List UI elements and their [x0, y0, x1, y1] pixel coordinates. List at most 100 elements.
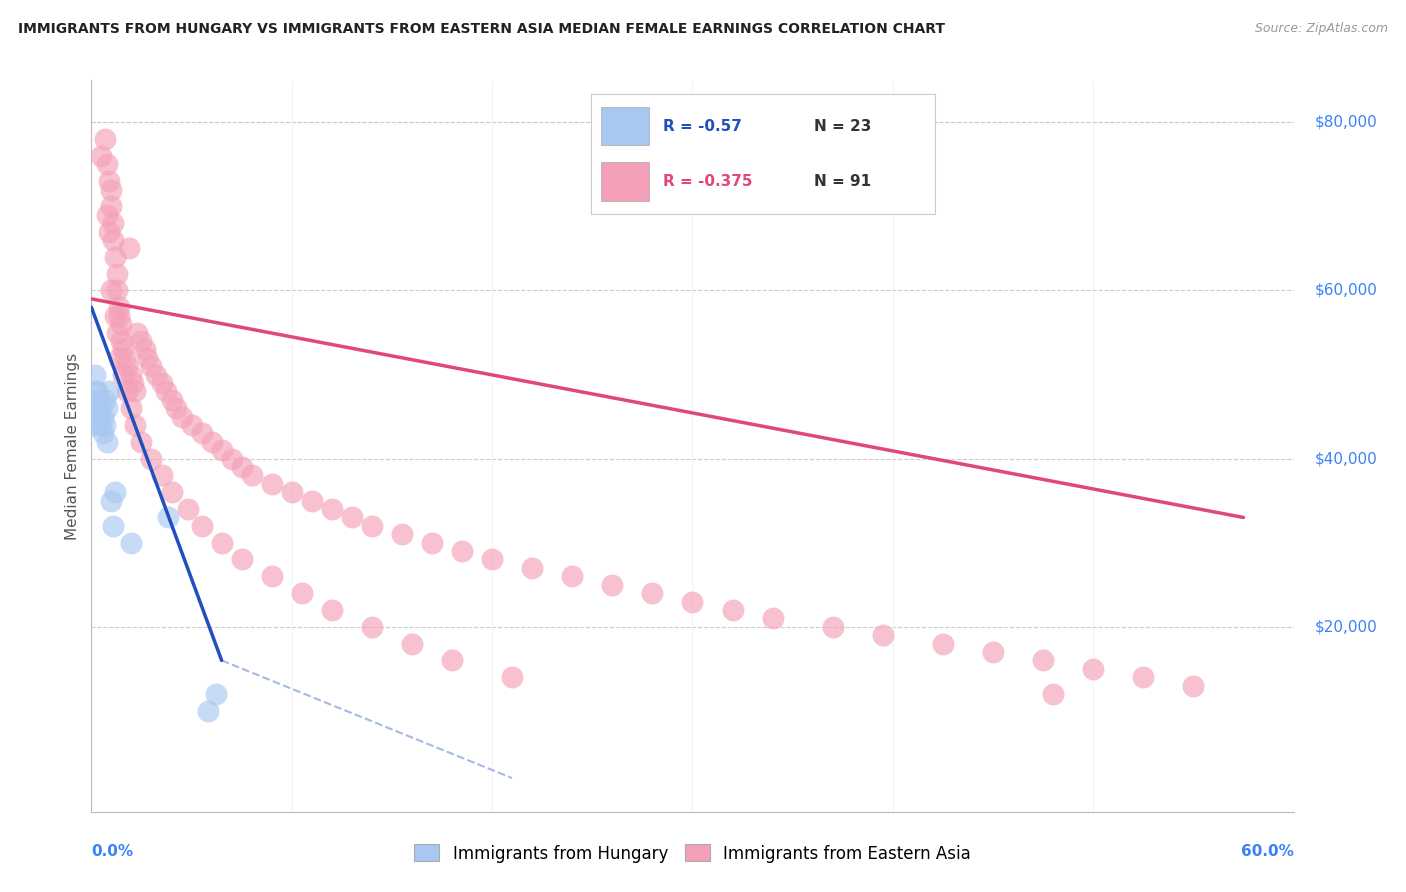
- Point: [1083, 662, 1105, 676]
- Point: [231, 552, 253, 566]
- Point: [201, 434, 224, 449]
- Point: [141, 359, 163, 373]
- Point: [204, 687, 226, 701]
- Text: $60,000: $60,000: [1315, 283, 1378, 298]
- Point: [86, 384, 108, 399]
- Point: [872, 628, 894, 642]
- Point: [240, 468, 263, 483]
- Point: [721, 603, 744, 617]
- Point: [104, 485, 127, 500]
- Point: [100, 183, 122, 197]
- Point: [127, 326, 149, 340]
- Point: [190, 519, 212, 533]
- Point: [160, 392, 183, 407]
- Point: [117, 359, 139, 373]
- Point: [821, 620, 844, 634]
- Text: Source: ZipAtlas.com: Source: ZipAtlas.com: [1254, 22, 1388, 36]
- Point: [98, 174, 121, 188]
- Point: [94, 132, 117, 146]
- Point: [124, 384, 146, 399]
- Point: [131, 334, 153, 348]
- Point: [131, 434, 153, 449]
- Point: [681, 594, 703, 608]
- Text: 0.0%: 0.0%: [91, 845, 134, 859]
- Point: [641, 586, 664, 600]
- Point: [124, 417, 146, 432]
- Point: [103, 216, 125, 230]
- Point: [107, 284, 129, 298]
- Point: [107, 267, 129, 281]
- Point: [93, 409, 115, 424]
- Point: [155, 384, 177, 399]
- Point: [451, 544, 474, 558]
- Point: [96, 208, 118, 222]
- Point: [93, 426, 115, 441]
- Point: [108, 351, 131, 365]
- Point: [94, 392, 117, 407]
- Point: [260, 476, 283, 491]
- Point: [501, 670, 523, 684]
- Point: [401, 636, 423, 650]
- Text: N = 91: N = 91: [814, 174, 872, 189]
- Point: [197, 704, 219, 718]
- Point: [170, 409, 193, 424]
- Point: [94, 417, 117, 432]
- Point: [145, 368, 167, 382]
- Text: R = -0.57: R = -0.57: [662, 119, 742, 134]
- Point: [340, 510, 363, 524]
- Point: [231, 460, 253, 475]
- Point: [211, 443, 233, 458]
- Point: [260, 569, 283, 583]
- Point: [180, 417, 202, 432]
- Legend: Immigrants from Hungary, Immigrants from Eastern Asia: Immigrants from Hungary, Immigrants from…: [408, 838, 977, 869]
- Point: [150, 376, 173, 390]
- Point: [100, 284, 122, 298]
- Point: [100, 199, 122, 213]
- Point: [481, 552, 503, 566]
- Text: IMMIGRANTS FROM HUNGARY VS IMMIGRANTS FROM EASTERN ASIA MEDIAN FEMALE EARNINGS C: IMMIGRANTS FROM HUNGARY VS IMMIGRANTS FR…: [18, 22, 945, 37]
- Point: [561, 569, 583, 583]
- Point: [86, 401, 108, 416]
- Point: [981, 645, 1004, 659]
- Point: [190, 426, 212, 441]
- Point: [103, 233, 125, 247]
- Point: [100, 493, 122, 508]
- Point: [211, 535, 233, 549]
- Point: [104, 309, 127, 323]
- Point: [121, 535, 143, 549]
- Point: [281, 485, 304, 500]
- Point: [118, 242, 141, 256]
- Point: [82, 417, 104, 432]
- Point: [90, 417, 112, 432]
- Y-axis label: Median Female Earnings: Median Female Earnings: [65, 352, 80, 540]
- Point: [440, 653, 463, 667]
- Point: [1182, 679, 1205, 693]
- FancyBboxPatch shape: [600, 162, 650, 201]
- Point: [89, 392, 111, 407]
- Point: [90, 149, 112, 163]
- Point: [89, 409, 111, 424]
- Point: [104, 250, 127, 264]
- Point: [84, 368, 107, 382]
- Point: [420, 535, 443, 549]
- Point: [121, 401, 143, 416]
- Point: [98, 384, 121, 399]
- Point: [121, 368, 143, 382]
- Point: [84, 384, 107, 399]
- Point: [117, 384, 139, 399]
- Point: [221, 451, 243, 466]
- Point: [107, 326, 129, 340]
- Point: [522, 561, 544, 575]
- Point: [112, 343, 135, 357]
- Text: N = 23: N = 23: [814, 119, 872, 134]
- Point: [98, 225, 121, 239]
- Text: R = -0.375: R = -0.375: [662, 174, 752, 189]
- Point: [762, 611, 785, 625]
- Point: [150, 468, 173, 483]
- Point: [165, 401, 187, 416]
- Text: $40,000: $40,000: [1315, 451, 1378, 467]
- Text: $20,000: $20,000: [1315, 619, 1378, 634]
- Point: [1132, 670, 1154, 684]
- Point: [141, 451, 163, 466]
- Point: [156, 510, 179, 524]
